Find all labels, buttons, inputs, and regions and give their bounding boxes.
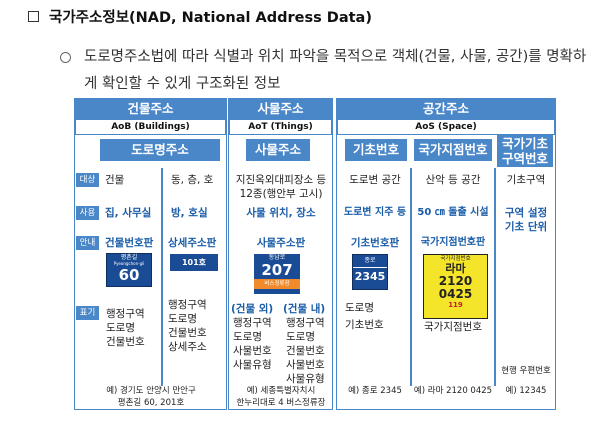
signY-ra: 라마 xyxy=(445,262,466,275)
building-use-right: 방, 호실 xyxy=(171,207,208,219)
thing-guide: 사물주소판 xyxy=(256,237,306,249)
thing-example: 예) 세종특별자치시 한누리대로 4 버스정류장 xyxy=(236,386,326,408)
sign2345-number: 2345 xyxy=(353,267,387,286)
detail-address-sign: 101호 xyxy=(170,254,218,271)
basic-target: 도로변 공간 xyxy=(349,174,401,186)
space-subheader: AoS (Space) xyxy=(337,119,555,135)
label-use: 사용 xyxy=(76,206,99,220)
sign207-type: 버스정류장 xyxy=(254,279,300,289)
space-divider-1 xyxy=(410,168,412,386)
space-basic-name: 기초번호 xyxy=(345,139,407,161)
thing-target: 지진옥외대피장소 등 12종(행안부 고시) xyxy=(235,174,327,200)
section-title-text: 국가주소정보(NAD, National Address Data) xyxy=(49,10,372,26)
signY-tel: 119 xyxy=(448,301,463,309)
thing-use: 사물 위치, 장소 xyxy=(246,207,316,219)
building-guide-left: 건물번호판 xyxy=(105,237,154,249)
space-divider-2 xyxy=(494,168,496,386)
thing-header: 사물주소 xyxy=(228,98,333,119)
sign207-number: 207 xyxy=(261,261,293,279)
checkbox-icon xyxy=(28,11,39,22)
national-point-sign: 국가지점번호 라마 2120 0425 119 xyxy=(423,254,488,319)
building-use-left: 집, 사무실 xyxy=(105,207,152,219)
label-target: 대상 xyxy=(76,173,99,187)
definition-text: 도로명주소법에 따라 식별과 위치 파악을 목적으로 객체(건물, 사물, 공간… xyxy=(84,49,587,92)
building-notation-right: 행정구역 도로명 건물번호 상세주소 xyxy=(168,299,207,353)
building-name: 도로명주소 xyxy=(100,139,220,161)
national-example: 예) 라마 2120 0425 xyxy=(413,386,493,396)
building-notation-left: 행정구역 도로명 건물번호 xyxy=(106,308,145,348)
zone-target: 기초구역 xyxy=(506,174,546,186)
national-notation: 국가지점번호 xyxy=(424,321,482,333)
basic-guide: 기초번호판 xyxy=(350,237,400,249)
national-guide: 국가지점번호판 xyxy=(420,237,486,248)
national-target: 산악 등 공간 xyxy=(425,174,481,186)
label-notation: 표기 xyxy=(76,306,99,320)
building-target-left: 건물 xyxy=(105,174,125,186)
national-use: 50 ㎝ 돌출 시설 xyxy=(417,207,489,218)
building-number-sign: 평촌길 Pyeongchon-gil 60 xyxy=(106,253,152,287)
building-guide-right: 상세주소판 xyxy=(168,237,217,249)
basic-example: 예) 종로 2345 xyxy=(348,386,402,396)
thing-in-label: (건물 내) xyxy=(283,303,326,315)
space-header: 공간주소 xyxy=(336,98,556,119)
thing-name: 사물주소 xyxy=(246,139,310,161)
zone-notation: 현행 우편번호 xyxy=(501,366,551,376)
basic-number-sign: 종로 2345 xyxy=(352,254,388,290)
signY-n1: 2120 xyxy=(438,274,473,288)
zone-use: 구역 설정 기초 단위 xyxy=(504,207,548,233)
building-example: 예) 경기도 안양시 만안구 평촌길 60, 201호 xyxy=(106,386,196,408)
sign60-number: 60 xyxy=(118,266,140,284)
building-subheader: AoB (Buildings) xyxy=(75,119,226,135)
bullet-circle-icon xyxy=(60,52,71,63)
building-target-right: 동, 층, 호 xyxy=(171,174,214,186)
thing-out-list: 행정구역 도로명 사물번호 사물유형 xyxy=(233,317,272,371)
thing-address-sign: 동남로 207 버스정류장 xyxy=(254,254,300,294)
definition-bullet: 도로명주소법에 따라 식별과 위치 파악을 목적으로 객체(건물, 사물, 공간… xyxy=(60,44,592,98)
signY-n2: 0425 xyxy=(438,287,473,301)
sign2345-road: 종로 xyxy=(364,257,376,264)
sign60-road-en: Pyeongchon-gil xyxy=(113,261,145,266)
space-national-name: 국가지점번호 xyxy=(414,139,492,161)
basic-use: 도로변 지주 등 xyxy=(343,207,407,218)
label-guide: 안내 xyxy=(76,236,99,250)
sign60-road: 평촌길 xyxy=(120,254,138,261)
basic-notation: 도로명 기초번호 xyxy=(345,302,384,331)
section-title: 국가주소정보(NAD, National Address Data) xyxy=(28,6,372,27)
thing-in-list: 행정구역 도로명 건물번호 사물번호 사물유형 xyxy=(286,317,325,385)
thing-out-label: (건물 외) xyxy=(231,303,274,315)
building-divider xyxy=(161,168,163,386)
signY-title: 국가지점번호 xyxy=(440,256,471,262)
building-header: 건물주소 xyxy=(74,98,227,119)
thing-subheader: AoT (Things) xyxy=(229,119,332,135)
sign207-road: 동남로 xyxy=(268,254,286,261)
space-zone-name: 국가기초 구역번호 xyxy=(497,135,553,167)
zone-example: 예) 12345 xyxy=(505,386,547,396)
